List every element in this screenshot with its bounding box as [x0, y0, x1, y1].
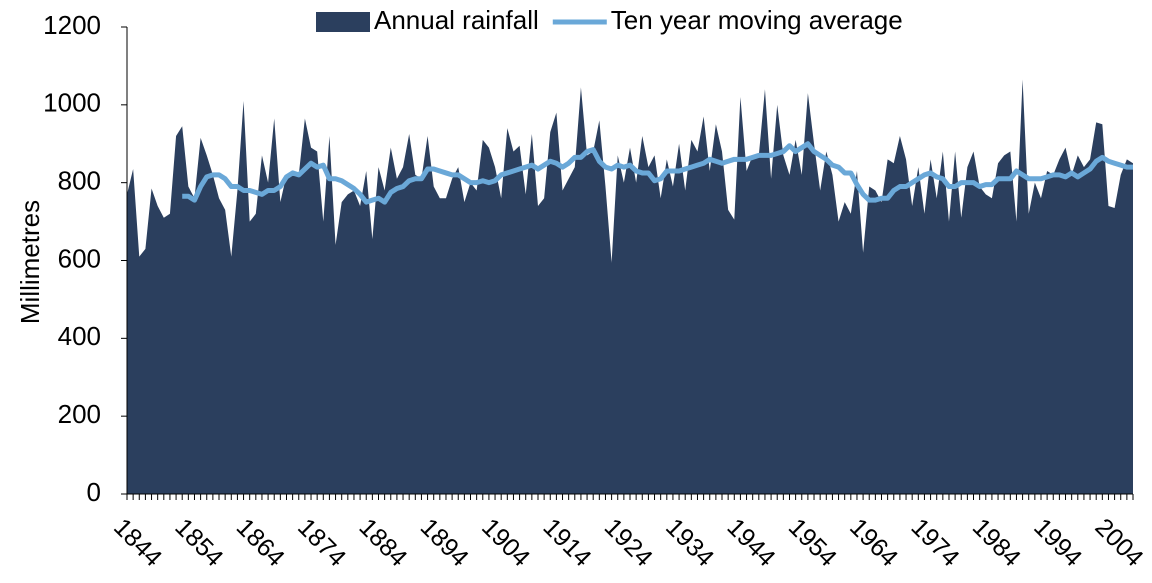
x-tick-label: 1944: [721, 513, 780, 572]
x-tick-label: 2004: [1090, 513, 1149, 572]
x-tick-label: 1854: [169, 513, 228, 572]
y-tick-label: 1000: [43, 88, 101, 118]
legend-label: Annual rainfall: [374, 5, 539, 35]
x-tick-label: 1844: [108, 513, 167, 572]
y-axis-label: Millimetres: [15, 200, 45, 324]
x-tick-label: 1994: [1028, 513, 1087, 572]
y-tick-label: 400: [58, 321, 101, 351]
x-tick-label: 1984: [967, 513, 1026, 572]
y-tick-label: 600: [58, 243, 101, 273]
rainfall-area: [127, 79, 1133, 494]
y-tick-label: 200: [58, 399, 101, 429]
x-tick-label: 1954: [783, 513, 842, 572]
legend-swatch: [316, 12, 370, 32]
legend-label: Ten year moving average: [611, 5, 903, 35]
moving-average-line: [182, 141, 1133, 205]
x-tick-label: 1904: [476, 513, 535, 572]
y-tick-label: 800: [58, 166, 101, 196]
y-tick-label: 1200: [43, 10, 101, 40]
x-tick-label: 1894: [415, 513, 474, 572]
x-tick-label: 1884: [353, 513, 412, 572]
y-tick-label: 0: [87, 477, 101, 507]
x-tick-label: 1934: [660, 513, 719, 572]
x-tick-label: 1914: [537, 513, 596, 572]
x-tick-label: 1864: [231, 513, 290, 572]
x-tick-label: 1974: [906, 513, 965, 572]
x-tick-label: 1924: [599, 513, 658, 572]
x-tick-label: 1964: [844, 513, 903, 572]
x-tick-label: 1874: [292, 513, 351, 572]
